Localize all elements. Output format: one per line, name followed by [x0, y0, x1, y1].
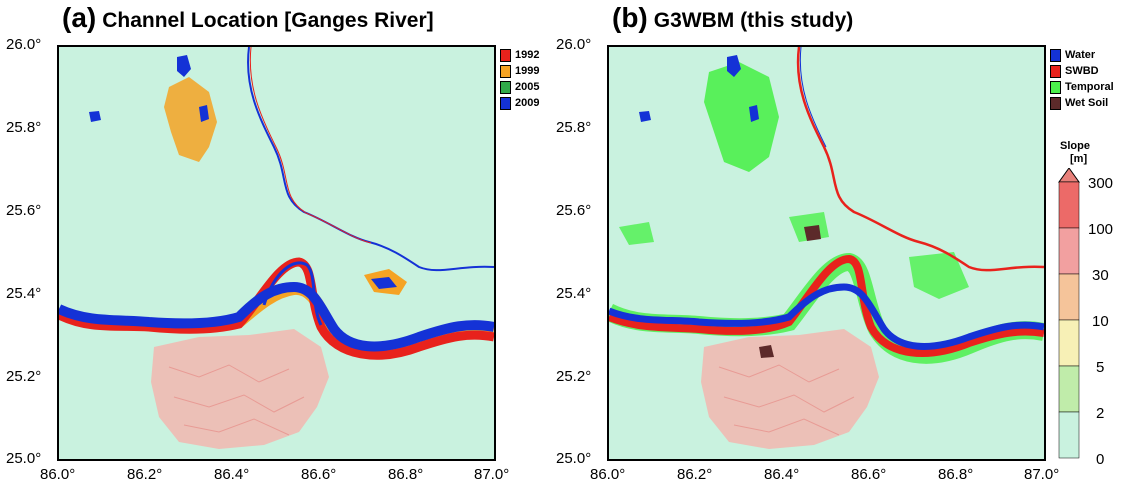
legend-label: 1992 [515, 49, 540, 61]
a-ytick-25.8: 25.8° [6, 119, 42, 136]
b-xtick-86.4: 86.4° [764, 466, 800, 483]
tributary-channel [247, 47, 494, 272]
colorbar-tick-10: 10 [1092, 313, 1109, 330]
colorbar-seg-6 [1058, 411, 1080, 459]
tributary-channel-blue [799, 47, 827, 148]
swatch-2005 [500, 80, 511, 94]
swatch-wet-soil [1050, 96, 1061, 110]
b-ytick-25.6: 25.6° [556, 202, 592, 219]
panel-b-map-graphic [609, 47, 1044, 449]
colorbar: Slope [m] 300 100 30 10 5 2 0 [1050, 140, 1126, 470]
tributary-channel-red [249, 47, 372, 244]
legend-label: 2009 [515, 97, 540, 109]
legend-label: Wet Soil [1065, 97, 1109, 109]
a-ytick-25.2: 25.2° [6, 368, 42, 385]
lowland-area-detail [718, 364, 855, 436]
panel-a-letter: (a) [62, 2, 97, 33]
a-ytick-25.4: 25.4° [6, 285, 42, 302]
b-xtick-86.2: 86.2° [677, 466, 713, 483]
panel-b-map [607, 45, 1046, 461]
b-xtick-86.8: 86.8° [938, 466, 974, 483]
colorbar-seg-2 [1058, 227, 1080, 275]
b-xtick-86.6: 86.6° [851, 466, 887, 483]
a-ytick-25.0: 25.0° [6, 450, 42, 467]
swatch-water [1050, 48, 1061, 62]
tributary-channel [796, 47, 1044, 272]
b-ytick-25.4: 25.4° [556, 285, 592, 302]
legend-item-1999: 1999 [500, 63, 539, 79]
a-ytick-25.6: 25.6° [6, 202, 42, 219]
legend-label: Water [1065, 49, 1096, 61]
panel-b-legend: Water SWBD Temporal Wet Soil [1050, 47, 1114, 111]
a-xtick-86.4: 86.4° [214, 466, 250, 483]
colorbar-arrow [1058, 168, 1080, 183]
b-xtick-86.0: 86.0° [590, 466, 626, 483]
legend-item-wet-soil: Wet Soil [1050, 95, 1114, 111]
a-xtick-86.8: 86.8° [388, 466, 424, 483]
legend-item-swbd: SWBD [1050, 63, 1114, 79]
b-ytick-26.0: 26.0° [556, 36, 592, 53]
swatch-swbd [1050, 64, 1061, 78]
colorbar-seg-1 [1058, 181, 1080, 229]
colorbar-tick-0: 0 [1096, 451, 1105, 468]
legend-item-1992: 1992 [500, 47, 539, 63]
panel-a-title-text: Channel Location [Ganges River] [102, 9, 434, 32]
colorbar-tick-5: 5 [1096, 359, 1105, 376]
swatch-1992 [500, 48, 511, 62]
panel-b-title-text: G3WBM (this study) [653, 9, 854, 32]
legend-label: 2005 [515, 81, 540, 93]
legend-item-2005: 2005 [500, 79, 539, 95]
legend-item-temporal: Temporal [1050, 79, 1114, 95]
swatch-temporal [1050, 80, 1061, 94]
lowland-area-detail [168, 364, 305, 436]
legend-item-water: Water [1050, 47, 1114, 63]
b-ytick-25.2: 25.2° [556, 368, 592, 385]
a-xtick-86.0: 86.0° [40, 466, 76, 483]
legend-label: 1999 [515, 65, 540, 77]
panel-b-title: (b) G3WBM (this study) [612, 2, 853, 34]
marsh-area [164, 77, 217, 162]
panel-a-map [57, 45, 496, 461]
colorbar-unit: [m] [1070, 153, 1088, 165]
colorbar-seg-5 [1058, 365, 1080, 413]
panel-a-map-graphic [59, 47, 494, 449]
ganges-swbd [609, 254, 1044, 357]
marsh-water [89, 55, 209, 122]
lowland-area [701, 329, 879, 449]
legend-item-2009: 2009 [500, 95, 539, 111]
colorbar-graphic [1058, 168, 1080, 459]
panel-a-title: (a) Channel Location [Ganges River] [62, 2, 434, 34]
ganges-loop-blue [262, 261, 323, 326]
marsh-water [639, 55, 759, 122]
wet-soil-patch [759, 225, 821, 358]
ganges-main-blue [59, 281, 494, 352]
swatch-1999 [500, 64, 511, 78]
temporal-marsh [704, 62, 779, 172]
colorbar-seg-4 [1058, 319, 1080, 367]
colorbar-title: Slope [1060, 140, 1090, 152]
b-xtick-87.0: 87.0° [1024, 466, 1060, 483]
swatch-2009 [500, 96, 511, 110]
a-ytick-26.0: 26.0° [6, 36, 42, 53]
panel-a-legend: 1992 1999 2005 2009 [500, 47, 539, 111]
a-xtick-87.0: 87.0° [474, 466, 510, 483]
panel-b-letter: (b) [612, 2, 648, 33]
legend-label: SWBD [1065, 65, 1099, 77]
blue-patch [371, 277, 397, 289]
lowland-area [151, 329, 329, 449]
colorbar-tick-2: 2 [1096, 405, 1105, 422]
colorbar-tick-300: 300 [1088, 175, 1114, 192]
b-ytick-25.0: 25.0° [556, 450, 592, 467]
temporal-patches [619, 212, 969, 299]
colorbar-tick-100: 100 [1088, 221, 1114, 238]
a-xtick-86.2: 86.2° [127, 466, 163, 483]
colorbar-tick-30: 30 [1092, 267, 1109, 284]
ganges-water [609, 283, 1044, 350]
colorbar-seg-3 [1058, 273, 1080, 321]
a-xtick-86.6: 86.6° [301, 466, 337, 483]
b-ytick-25.8: 25.8° [556, 119, 592, 136]
legend-label: Temporal [1065, 81, 1114, 93]
